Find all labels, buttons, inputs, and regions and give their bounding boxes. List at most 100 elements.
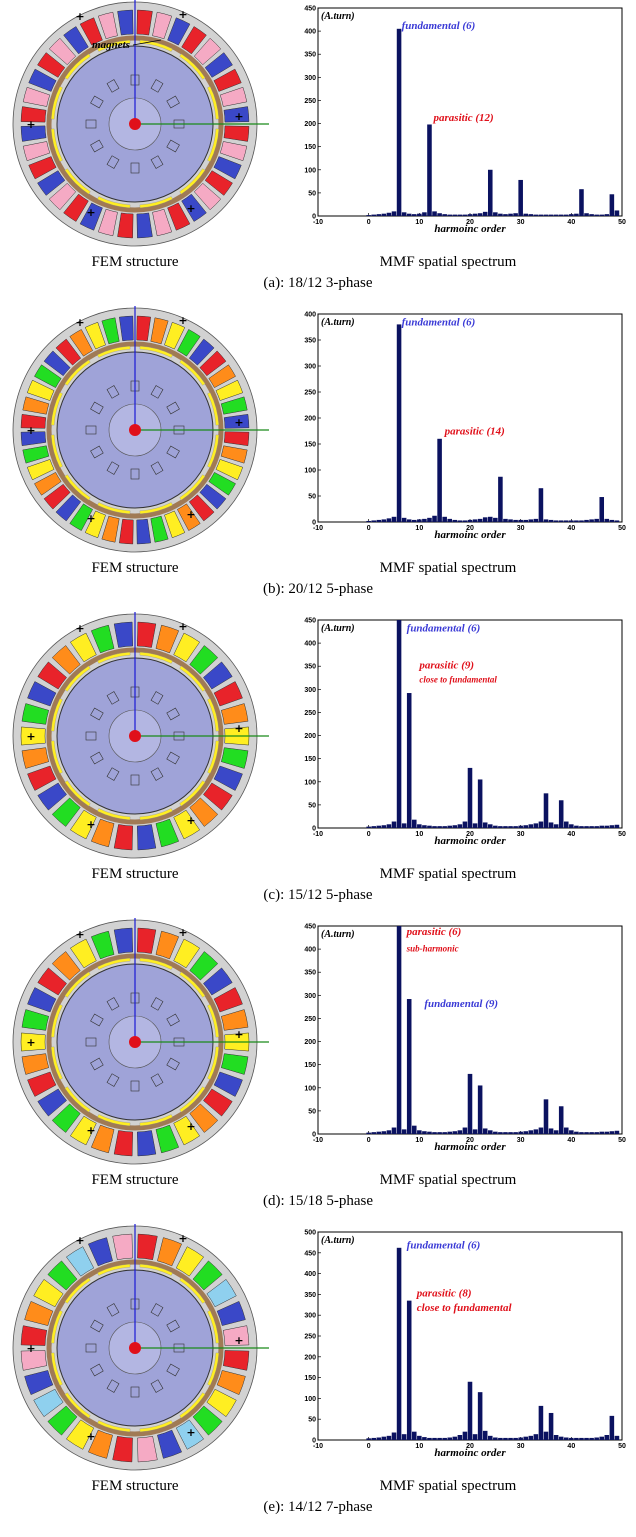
coil-slot [203, 1088, 233, 1117]
magnets-label: magnets [92, 39, 130, 51]
coil-slot [119, 518, 134, 545]
hole [106, 767, 120, 781]
coil-slot [189, 797, 219, 827]
bar [381, 519, 387, 522]
coil-slot [137, 1435, 158, 1463]
coil-slot [155, 1124, 180, 1154]
bar [376, 214, 382, 216]
bar [614, 210, 620, 216]
annotations: fundamental (6) parasitic (9) close to fun… [407, 623, 498, 685]
magnet [97, 651, 131, 664]
magnet [50, 434, 63, 468]
bar [457, 1130, 463, 1134]
bar [401, 212, 407, 216]
spectrum-label: MMF spatial spectrum [380, 1478, 517, 1494]
bar [599, 497, 605, 522]
bar [518, 179, 523, 216]
coil-slot [112, 1435, 133, 1463]
coil-slot [220, 396, 248, 415]
bar [396, 28, 402, 216]
plus-mark: + [234, 110, 243, 123]
coil-slot [219, 86, 248, 107]
bar [569, 824, 574, 828]
center-dot [129, 1036, 141, 1048]
bar [508, 213, 513, 216]
coil-slot [65, 1246, 95, 1277]
bar [614, 520, 620, 522]
bar [381, 825, 387, 828]
x-tick-label: 20 [466, 525, 474, 532]
coil-slot [206, 1278, 237, 1308]
bar [594, 214, 599, 216]
coil-slot [24, 1300, 54, 1326]
bar [477, 1392, 483, 1440]
bar [553, 1130, 559, 1134]
coil-slot [189, 645, 219, 675]
bar [477, 1085, 483, 1134]
coil-slot [69, 329, 93, 357]
plot-area [317, 313, 623, 523]
bar [417, 519, 422, 522]
y-tick-label: 400 [304, 29, 316, 36]
fem-structure: + + + + + + magnets [12, 0, 269, 247]
magnet [50, 1046, 63, 1080]
bar [472, 213, 478, 216]
coil-slot [192, 1405, 223, 1436]
bar [548, 1412, 554, 1440]
bar [447, 214, 453, 216]
magnet [207, 392, 220, 426]
x-tick-label: 30 [517, 525, 525, 532]
coil-slot [22, 86, 51, 107]
bar [538, 214, 544, 216]
coil-slot [204, 52, 233, 78]
panel-caption: (a): 18/12 3-phase [263, 275, 372, 291]
magnet [64, 780, 91, 807]
coil-slot [215, 459, 244, 481]
bar [482, 517, 488, 522]
bar [427, 517, 432, 522]
hole [150, 155, 164, 169]
bars [366, 926, 620, 1134]
magnet [179, 971, 206, 998]
hole [150, 385, 164, 399]
bar [579, 1132, 584, 1134]
x-tick-label: 30 [517, 219, 525, 226]
magnet [139, 957, 173, 970]
x-tick-label: 30 [517, 831, 525, 838]
coil-slot [20, 106, 47, 123]
magnet [207, 434, 220, 468]
y-tick-label: 450 [304, 6, 316, 13]
coil-slot [22, 396, 50, 415]
spectrum-label: MMF spatial spectrum [380, 254, 517, 270]
bar [401, 1129, 407, 1134]
coil-slot [26, 379, 55, 401]
plus-mark: + [178, 1232, 187, 1245]
bar [406, 519, 412, 522]
bar [427, 825, 432, 828]
magnets [50, 345, 220, 515]
magnet [139, 196, 173, 209]
bar [482, 822, 488, 828]
annotation: parasitic (6) [406, 926, 462, 938]
magnet [179, 1392, 206, 1419]
bar [432, 515, 437, 522]
fem-label: FEM structure [91, 1172, 178, 1188]
coil-slot [113, 824, 133, 851]
bar [411, 819, 417, 828]
x-tick-label: 10 [415, 1443, 423, 1450]
spectrum-label: MMF spatial spectrum [380, 1172, 517, 1188]
y-tick-label: 200 [304, 1354, 316, 1361]
bar [543, 1099, 549, 1134]
bar [528, 214, 534, 216]
hole [106, 79, 120, 93]
bar [427, 1131, 432, 1134]
x-ticks: -10 0 10 20 30 40 50 [313, 519, 626, 532]
bar [386, 824, 392, 828]
magnet [139, 651, 173, 664]
hole [106, 1379, 120, 1393]
hole [106, 1303, 120, 1317]
bar [447, 1131, 453, 1134]
bar [553, 214, 559, 216]
coil-slot [33, 1388, 64, 1418]
